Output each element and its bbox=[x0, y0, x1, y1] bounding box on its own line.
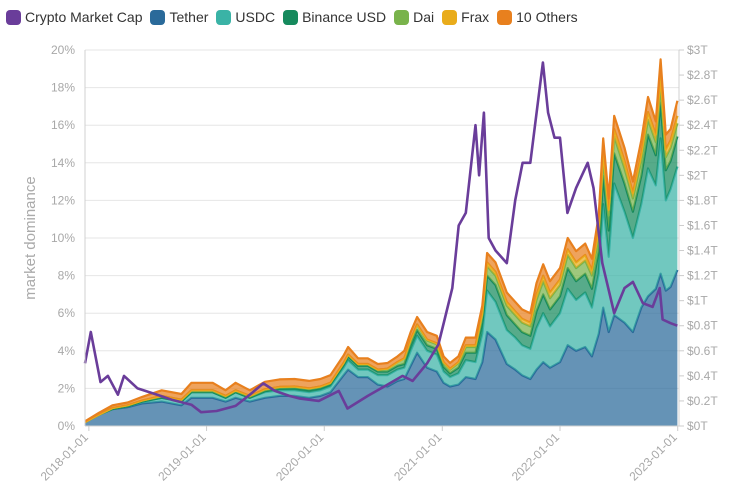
y-right-tick-label: $0T bbox=[687, 419, 708, 433]
y-right-tick-label: $2T bbox=[687, 168, 708, 182]
x-tick-label: 2021-01-01 bbox=[391, 430, 445, 484]
legend-swatch-usdc bbox=[216, 9, 232, 25]
y-right-tick-label: $1.2T bbox=[687, 269, 718, 283]
legend: Crypto Market Cap Tether USDC Binance US… bbox=[6, 6, 586, 28]
x-tick-label: 2018-01-01 bbox=[38, 430, 92, 484]
legend-swatch-market-cap bbox=[6, 9, 21, 25]
y-axis-title: market dominance bbox=[22, 176, 39, 299]
legend-swatch-tether bbox=[150, 9, 166, 25]
legend-label-dai: Dai bbox=[413, 9, 435, 25]
x-tick-label: 2020-01-01 bbox=[273, 430, 327, 484]
y-right-tick-label: $2.6T bbox=[687, 93, 718, 107]
legend-item-usdc[interactable]: USDC bbox=[216, 9, 275, 25]
y-left-tick-label: 12% bbox=[51, 193, 75, 207]
y-left-tick-label: 8% bbox=[58, 269, 76, 283]
legend-item-dai[interactable]: Dai bbox=[394, 9, 434, 25]
legend-label-usdc: USDC bbox=[235, 9, 276, 25]
legend-label-tether: Tether bbox=[169, 9, 209, 25]
y-right-tick-label: $2.8T bbox=[687, 68, 718, 82]
area-usdc bbox=[85, 138, 678, 423]
legend-swatch-others bbox=[497, 9, 513, 25]
y-left-tick-label: 4% bbox=[58, 344, 76, 358]
y-right-tick-label: $1.8T bbox=[687, 193, 718, 207]
y-right-tick-label: $2.2T bbox=[687, 143, 718, 157]
y-left-tick-label: 6% bbox=[58, 306, 76, 320]
y-right-tick-label: $1.4T bbox=[687, 244, 718, 258]
x-tick-label: 2023-01-01 bbox=[627, 430, 681, 484]
legend-swatch-binance-usd bbox=[283, 9, 299, 25]
line-crypto-market-cap bbox=[83, 61, 678, 414]
area-layer bbox=[84, 58, 679, 426]
legend-swatch-frax bbox=[442, 9, 458, 25]
y-right-tick-label: $2.4T bbox=[687, 118, 718, 132]
area-tether bbox=[85, 270, 678, 426]
legend-item-binance-usd[interactable]: Binance USD bbox=[283, 9, 386, 25]
x-tick-label: 2019-01-01 bbox=[155, 430, 209, 484]
y-right-tick-label: $0.6T bbox=[687, 344, 718, 358]
legend-label-others: 10 Others bbox=[516, 9, 578, 25]
y-right-tick-label: $0.4T bbox=[687, 369, 718, 383]
y-left-tick-label: 20% bbox=[51, 43, 75, 57]
y-left-tick-label: 10% bbox=[51, 231, 75, 245]
y-left-tick-label: 2% bbox=[58, 381, 76, 395]
y-left-tick-label: 18% bbox=[51, 81, 75, 95]
legend-item-tether[interactable]: Tether bbox=[150, 9, 208, 25]
legend-label-frax: Frax bbox=[461, 9, 490, 25]
y-left-tick-label: 14% bbox=[51, 156, 75, 170]
y-right-tick-label: $0.2T bbox=[687, 394, 718, 408]
legend-swatch-dai bbox=[394, 9, 410, 25]
y-left-tick-label: 0% bbox=[58, 419, 76, 433]
y-right-tick-label: $3T bbox=[687, 43, 708, 57]
y-right-tick-label: $1.6T bbox=[687, 218, 718, 232]
legend-label-binance-usd: Binance USD bbox=[302, 9, 387, 25]
y-left-tick-label: 16% bbox=[51, 118, 75, 132]
legend-item-others[interactable]: 10 Others bbox=[497, 9, 578, 25]
y-right-tick-label: $0.8T bbox=[687, 319, 718, 333]
legend-item-market-cap[interactable]: Crypto Market Cap bbox=[6, 9, 142, 25]
x-tick-label: 2022-01-01 bbox=[509, 430, 563, 484]
area-edge-10-others bbox=[84, 58, 679, 423]
legend-item-frax[interactable]: Frax bbox=[442, 9, 489, 25]
area-binance-usd bbox=[85, 102, 678, 423]
line-layer bbox=[83, 61, 678, 414]
y-right-tick-label: $1T bbox=[687, 294, 708, 308]
legend-label-market-cap: Crypto Market Cap bbox=[25, 9, 143, 25]
